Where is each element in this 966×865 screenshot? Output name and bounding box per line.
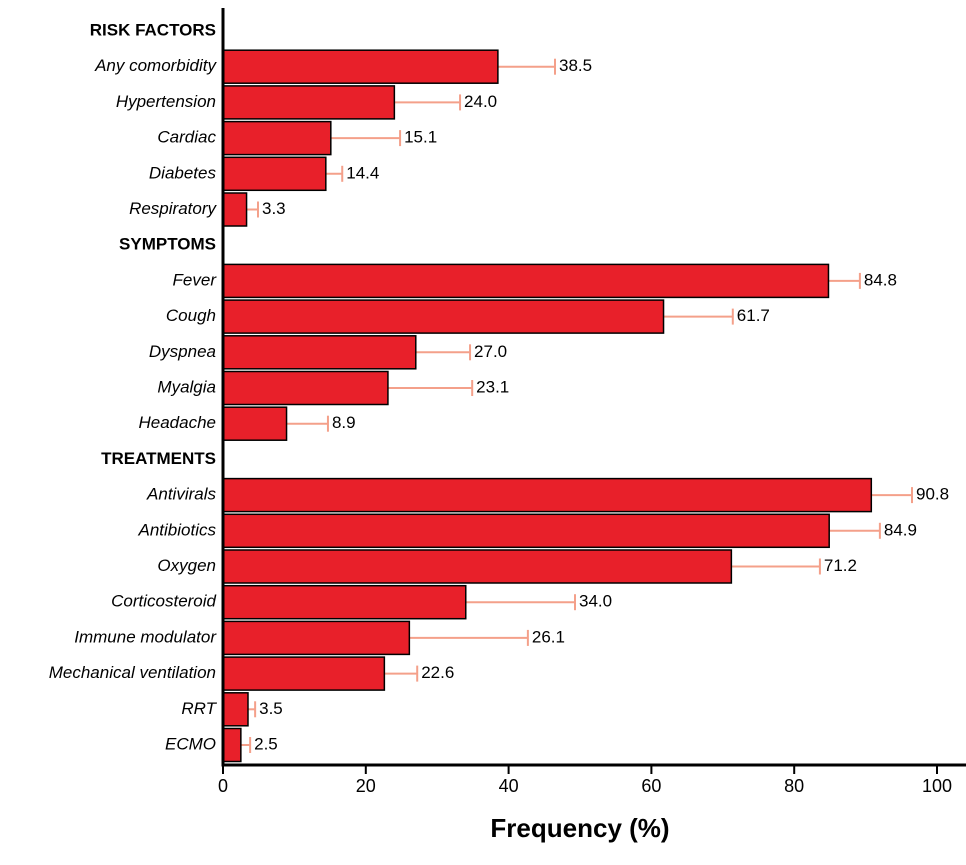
value-label: 27.0 bbox=[474, 342, 507, 361]
value-label: 61.7 bbox=[737, 306, 770, 325]
value-label: 26.1 bbox=[532, 627, 565, 646]
bar bbox=[222, 85, 396, 120]
category-label: RRT bbox=[181, 699, 217, 718]
bar bbox=[222, 263, 830, 299]
category-label: Immune modulator bbox=[74, 627, 217, 646]
value-label: 22.6 bbox=[421, 663, 454, 682]
category-label: Dyspnea bbox=[149, 342, 216, 361]
value-label: 23.1 bbox=[476, 377, 509, 396]
value-label: 71.2 bbox=[824, 556, 857, 575]
category-label: Hypertension bbox=[116, 92, 216, 111]
bar bbox=[222, 406, 288, 441]
value-label: 34.0 bbox=[579, 592, 612, 611]
bar bbox=[222, 513, 830, 549]
category-label: Respiratory bbox=[129, 199, 217, 218]
value-label: 84.9 bbox=[884, 520, 917, 539]
bar bbox=[222, 192, 248, 227]
value-label: 90.8 bbox=[916, 485, 949, 504]
bar bbox=[222, 656, 386, 691]
group-header: TREATMENTS bbox=[101, 449, 216, 468]
value-label: 3.5 bbox=[259, 699, 283, 718]
x-tick-label: 0 bbox=[218, 776, 228, 796]
x-tick-label: 20 bbox=[356, 776, 376, 796]
group-header: SYMPTOMS bbox=[119, 235, 216, 254]
category-label: Headache bbox=[138, 413, 216, 432]
category-label: Mechanical ventilation bbox=[49, 663, 216, 682]
bar bbox=[222, 727, 242, 763]
category-label: Cough bbox=[166, 306, 216, 325]
value-label: 14.4 bbox=[346, 163, 379, 182]
bar bbox=[222, 156, 327, 192]
bar bbox=[222, 584, 467, 620]
category-label: Cardiac bbox=[157, 128, 216, 147]
category-label: Oxygen bbox=[157, 556, 216, 575]
value-label: 3.3 bbox=[262, 199, 286, 218]
category-label: Myalgia bbox=[157, 377, 216, 396]
bar bbox=[222, 370, 389, 406]
x-tick-label: 40 bbox=[499, 776, 519, 796]
x-tick-label: 80 bbox=[784, 776, 804, 796]
category-label: Fever bbox=[173, 270, 218, 289]
group-header: RISK FACTORS bbox=[90, 20, 216, 39]
value-label: 38.5 bbox=[559, 56, 592, 75]
category-label: Any comorbidity bbox=[94, 56, 217, 75]
category-label: Diabetes bbox=[149, 163, 217, 182]
x-tick-label: 100 bbox=[922, 776, 952, 796]
bar bbox=[222, 49, 499, 84]
bar bbox=[222, 549, 733, 584]
category-label: Antibiotics bbox=[138, 520, 217, 539]
category-label: ECMO bbox=[165, 734, 216, 753]
value-label: 15.1 bbox=[404, 128, 437, 147]
bar bbox=[222, 120, 332, 156]
bar bbox=[222, 620, 411, 656]
category-label: Corticosteroid bbox=[111, 592, 216, 611]
bar bbox=[222, 692, 249, 727]
value-label: 8.9 bbox=[332, 413, 356, 432]
value-label: 24.0 bbox=[464, 92, 497, 111]
bar bbox=[222, 477, 873, 513]
x-tick-label: 60 bbox=[641, 776, 661, 796]
bar bbox=[222, 335, 417, 370]
value-label: 2.5 bbox=[254, 734, 278, 753]
category-label: Antivirals bbox=[146, 485, 216, 504]
x-axis-title: Frequency (%) bbox=[490, 813, 669, 843]
bar bbox=[222, 299, 665, 334]
value-label: 84.8 bbox=[864, 270, 897, 289]
